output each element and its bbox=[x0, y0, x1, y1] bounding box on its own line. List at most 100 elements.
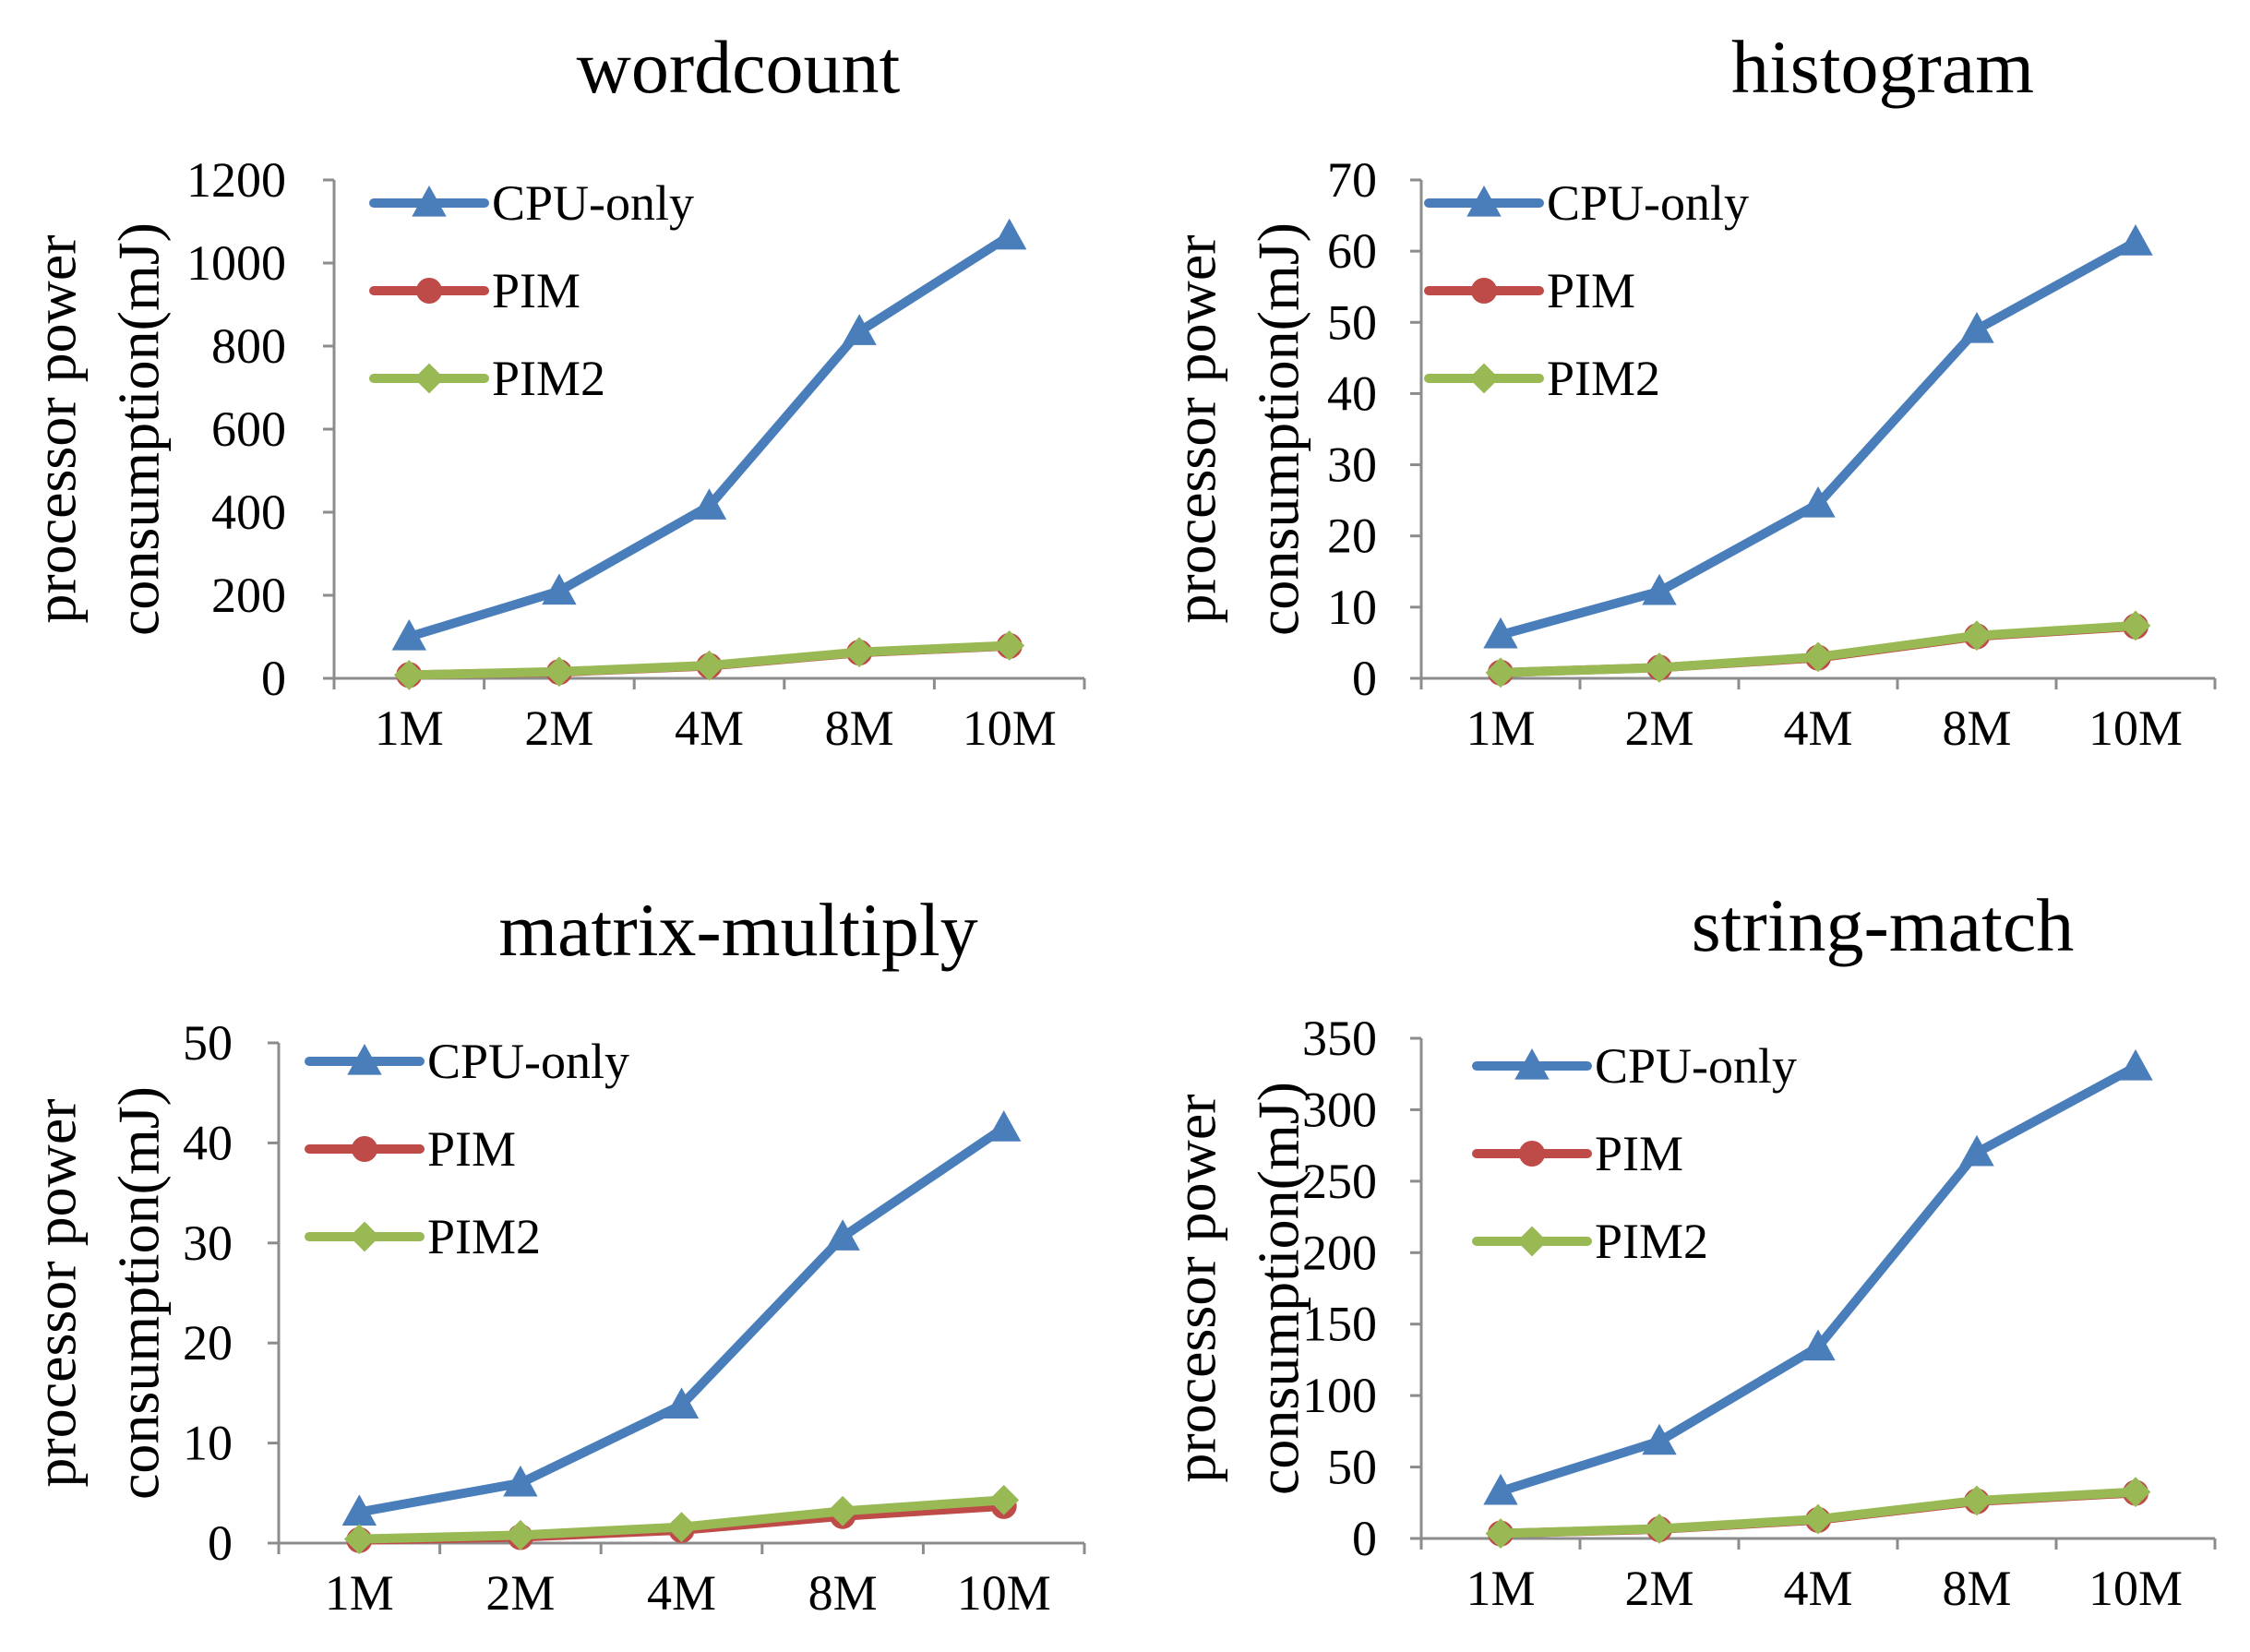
data-point-pim2 bbox=[844, 637, 875, 668]
data-point-cpu-only bbox=[1959, 311, 1994, 343]
chart-title: matrix-multiply bbox=[498, 888, 977, 972]
y-tick-label: 0 bbox=[1352, 1511, 1377, 1566]
x-tick-label: 10M bbox=[963, 700, 1057, 756]
legend-entry-cpu-only: CPU-only bbox=[1424, 175, 1749, 231]
data-point-pim2 bbox=[666, 1512, 697, 1543]
data-point-cpu-only bbox=[825, 1219, 860, 1251]
data-point-cpu-only bbox=[987, 1110, 1022, 1142]
data-point-pim2 bbox=[1802, 641, 1834, 673]
data-point-cpu-only bbox=[2118, 1048, 2153, 1081]
legend-label: PIM2 bbox=[427, 1209, 541, 1264]
data-point-pim2 bbox=[1802, 1503, 1834, 1535]
y-axis-label-line-2: consumption(mJ) bbox=[1246, 222, 1311, 636]
legend-entry-pim: PIM bbox=[1472, 1126, 1683, 1181]
x-tick-label: 8M bbox=[808, 1565, 878, 1621]
y-axis-label-line-2: consumption(mJ) bbox=[1246, 1082, 1311, 1495]
legend-entry-pim2: PIM2 bbox=[369, 351, 605, 406]
data-point-cpu-only bbox=[542, 573, 577, 605]
data-point-pim2 bbox=[694, 650, 724, 681]
y-axis-label-line-2: consumption(mJ) bbox=[106, 1086, 172, 1500]
legend-marker-triangle bbox=[1514, 1047, 1550, 1080]
y-tick-label: 0 bbox=[261, 651, 286, 706]
y-tick-label: 800 bbox=[211, 318, 286, 374]
data-point-pim2 bbox=[1485, 1518, 1516, 1549]
data-point-cpu-only bbox=[1801, 485, 1836, 518]
chart-wordcount: wordcount processor power consumption(mJ) 0… bbox=[23, 25, 1086, 756]
data-point-pim2 bbox=[2120, 610, 2151, 641]
x-tick-label: 4M bbox=[647, 1565, 716, 1621]
legend-label: CPU-only bbox=[1595, 1038, 1797, 1094]
y-tick-label: 60 bbox=[1327, 223, 1377, 279]
chart-string-match: string-match processor power consumption(m… bbox=[1163, 883, 2217, 1616]
x-tick-label: 10M bbox=[2088, 1561, 2183, 1616]
y-tick-label: 20 bbox=[1327, 509, 1377, 564]
y-tick-label: 150 bbox=[1302, 1297, 1377, 1352]
x-tick-label: 2M bbox=[1624, 700, 1693, 756]
y-tick-label: 30 bbox=[1327, 437, 1377, 493]
legend-entry-cpu-only: CPU-only bbox=[305, 1034, 629, 1089]
data-point-cpu-only bbox=[2118, 224, 2153, 256]
y-tick-label: 600 bbox=[211, 401, 286, 457]
legend-label: PIM2 bbox=[1547, 351, 1660, 406]
legend-entry-pim2: PIM2 bbox=[305, 1209, 541, 1264]
x-tick-label: 4M bbox=[1783, 700, 1852, 756]
series-line-cpu-only bbox=[354, 1123, 1009, 1517]
chart-title: string-match bbox=[1692, 883, 2074, 967]
data-point-pim2 bbox=[544, 656, 575, 688]
legend-marker-triangle bbox=[1466, 185, 1502, 217]
data-point-pim2 bbox=[393, 659, 425, 690]
data-point-cpu-only bbox=[1642, 1423, 1677, 1455]
legend-label: PIM2 bbox=[492, 351, 605, 406]
legend-entry-pim2: PIM2 bbox=[1472, 1214, 1708, 1269]
data-point-cpu-only bbox=[1801, 1329, 1836, 1361]
data-point-pim2 bbox=[505, 1519, 536, 1550]
data-point-cpu-only bbox=[1483, 617, 1518, 649]
data-point-cpu-only bbox=[391, 618, 426, 651]
data-point-pim2 bbox=[2120, 1477, 2151, 1508]
legend-marker-triangle bbox=[412, 185, 447, 217]
y-tick-label: 50 bbox=[183, 1015, 233, 1071]
y-axis-label-line-1: processor power bbox=[1163, 234, 1228, 623]
chart-histogram: histogram processor power consumption(mJ) 0… bbox=[1163, 25, 2217, 756]
x-tick-label: 1M bbox=[1466, 1561, 1535, 1616]
data-point-cpu-only bbox=[1483, 1473, 1518, 1505]
x-tick-label: 8M bbox=[1942, 1561, 2011, 1616]
data-point-pim2 bbox=[1961, 1485, 1993, 1516]
y-axis-label-line-1: processor power bbox=[1163, 1094, 1228, 1482]
data-point-cpu-only bbox=[503, 1465, 538, 1497]
legend-label: PIM bbox=[1547, 263, 1635, 318]
y-tick-label: 40 bbox=[1327, 365, 1377, 421]
legend-label: PIM bbox=[1595, 1126, 1683, 1181]
y-tick-label: 400 bbox=[211, 485, 286, 540]
legend-marker-circle bbox=[1519, 1141, 1545, 1167]
y-tick-label: 20 bbox=[183, 1315, 233, 1371]
chart-title: histogram bbox=[1731, 25, 2034, 109]
data-point-cpu-only bbox=[1959, 1134, 1994, 1167]
legend-marker-diamond bbox=[413, 363, 445, 394]
chart-matrix-multiply: matrix-multiply processor power consumptio… bbox=[23, 888, 1086, 1621]
y-tick-label: 200 bbox=[211, 568, 286, 623]
y-tick-label: 0 bbox=[208, 1515, 233, 1571]
legend-entry-cpu-only: CPU-only bbox=[369, 175, 694, 231]
y-tick-label: 300 bbox=[1302, 1082, 1377, 1137]
y-axis-label-line-1: processor power bbox=[23, 234, 89, 623]
data-point-cpu-only bbox=[842, 314, 877, 345]
legend-marker-diamond bbox=[1468, 363, 1500, 394]
x-tick-label: 1M bbox=[1466, 700, 1535, 756]
legend-marker-circle bbox=[1471, 278, 1497, 304]
data-point-pim2 bbox=[994, 630, 1025, 661]
chart-title: wordcount bbox=[577, 25, 901, 109]
legend-entry-pim: PIM bbox=[1424, 263, 1635, 318]
legend-entry-cpu-only: CPU-only bbox=[1472, 1038, 1797, 1094]
legend-label: CPU-only bbox=[492, 175, 694, 231]
legend-entry-pim: PIM bbox=[369, 263, 580, 318]
data-point-pim2 bbox=[343, 1524, 375, 1555]
data-point-cpu-only bbox=[992, 218, 1027, 250]
x-tick-label: 8M bbox=[1942, 700, 2011, 756]
legend-marker-triangle bbox=[347, 1043, 382, 1075]
x-tick-label: 1M bbox=[325, 1565, 394, 1621]
x-tick-label: 1M bbox=[375, 700, 444, 756]
y-tick-label: 10 bbox=[1327, 580, 1377, 635]
y-tick-label: 50 bbox=[1327, 294, 1377, 350]
